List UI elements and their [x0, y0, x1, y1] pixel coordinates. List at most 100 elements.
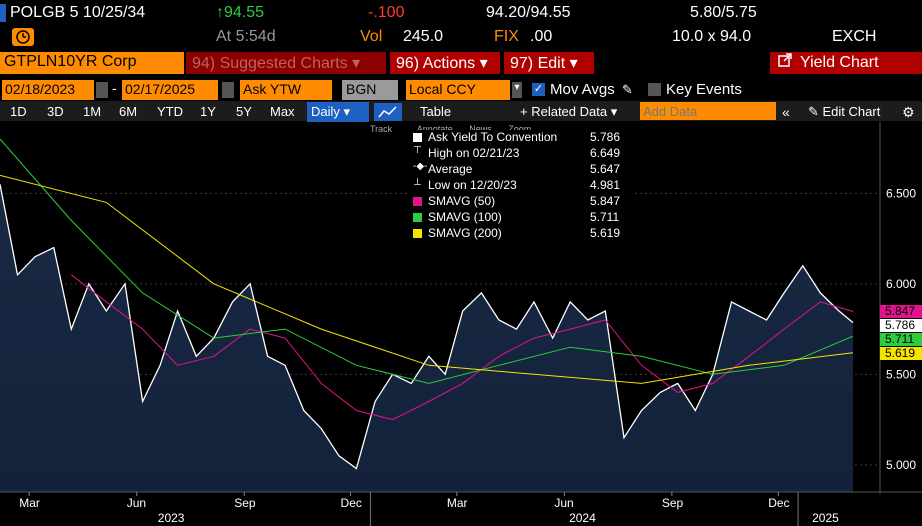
x-tick-label: Mar — [19, 496, 40, 510]
tag-smavg50: 5.847 — [880, 305, 922, 318]
key-events-checkbox[interactable] — [648, 83, 661, 96]
yield-chart-label: Yield Chart — [800, 54, 879, 71]
price-change: -.100 — [368, 4, 405, 21]
legend-swatch — [413, 213, 422, 222]
x-tick-label: Dec — [341, 496, 362, 510]
range-1d[interactable]: 1D — [10, 104, 27, 119]
y-tick-label: 6.000 — [886, 277, 916, 291]
period-dropdown[interactable]: Daily ▾ — [307, 102, 369, 122]
legend-label: Low on 12/20/23 — [428, 178, 517, 192]
annotate-tool[interactable]: Annotate — [416, 124, 453, 134]
fix-label: FIX — [494, 28, 519, 45]
start-date-field[interactable]: 02/18/2023 — [2, 80, 94, 100]
legend-item[interactable]: ⊤ High on 02/21/23 6.649 — [410, 145, 632, 162]
quote-size: 10.0 x 94.0 — [672, 28, 752, 45]
high-marker-icon: ⊤ — [413, 145, 422, 156]
field-selector[interactable]: Ask YTW — [240, 80, 332, 100]
currency-field[interactable]: Local CCY — [406, 80, 510, 100]
range-6m[interactable]: 6M — [119, 104, 138, 119]
range-1m[interactable]: 1M — [83, 104, 102, 119]
fix-value: .00 — [530, 28, 553, 45]
edit-button[interactable]: 97) Edit ▾ — [504, 52, 594, 74]
chart-legend: Ask Yield To Convention 5.786 ⊤ High on 02… — [408, 130, 632, 242]
ticker: POLGB 5 10/25/34 — [10, 4, 146, 21]
legend-label: SMAVG (200) — [428, 226, 502, 240]
legend-item[interactable]: -◆- Average 5.647 — [410, 161, 632, 178]
legend-item[interactable]: SMAVG (200) 5.619 — [410, 226, 632, 242]
legend-value: 5.647 — [590, 162, 621, 176]
legend-label: SMAVG (100) — [428, 210, 502, 224]
range-5y[interactable]: 5Y — [236, 104, 252, 119]
year-label: 2023 — [158, 511, 185, 525]
tag-smavg200: 5.619 — [880, 347, 922, 360]
volume-label: Vol — [360, 28, 383, 45]
last-price: ↑94.55 — [216, 4, 265, 21]
legend-swatch — [413, 229, 422, 238]
legend-value: 5.619 — [590, 226, 621, 240]
calendar-icon[interactable] — [222, 82, 234, 98]
table-button[interactable]: Table — [420, 104, 452, 119]
collapse-icon[interactable]: « — [782, 104, 790, 120]
range-3d[interactable]: 3D — [47, 104, 64, 119]
legend-value: 5.711 — [590, 210, 620, 224]
calendar-icon[interactable] — [96, 82, 108, 98]
legend-value: 6.649 — [590, 146, 621, 160]
news-tool[interactable]: News — [469, 124, 492, 134]
legend-label: High on 02/21/23 — [428, 146, 520, 160]
legend-item[interactable]: ⊥ Low on 12/20/23 4.981 — [410, 177, 632, 194]
bid-ask: 94.20/94.55 — [486, 4, 571, 21]
key-events-label: Key Events — [666, 81, 742, 98]
yield-bid-ask: 5.80/5.75 — [690, 4, 757, 21]
average-marker-icon: -◆- — [413, 161, 428, 172]
range-ytd[interactable]: YTD — [157, 104, 183, 119]
source-field[interactable]: BGN — [342, 80, 398, 100]
mov-avgs-label: Mov Avgs — [550, 81, 615, 98]
tag-last-yield: 5.786 — [880, 319, 922, 332]
legend-item[interactable]: SMAVG (100) 5.711 — [410, 210, 632, 226]
legend-value: 5.786 — [590, 130, 621, 144]
x-tick-label: Sep — [662, 496, 684, 510]
x-axis: Mar Jun Sep Dec Mar Jun Sep Dec 2023 2024 2025 — [0, 491, 922, 526]
legend-swatch — [413, 133, 422, 142]
legend-label: Ask Yield To Convention — [428, 130, 558, 144]
related-data-button[interactable]: + Related Data ▾ — [520, 104, 618, 119]
legend-item[interactable]: SMAVG (50) 5.847 — [410, 194, 632, 210]
x-tick-label: Jun — [127, 496, 146, 510]
y-tick-label: 5.000 — [886, 458, 916, 472]
mov-avgs-checkbox[interactable]: ✓ — [532, 83, 545, 96]
range-1y[interactable]: 1Y — [200, 104, 216, 119]
gear-icon[interactable]: ⚙ — [902, 104, 915, 120]
yield-chart-button[interactable]: Yield Chart — [770, 52, 922, 74]
track-tool[interactable]: Track — [370, 124, 393, 134]
yield-area — [0, 184, 853, 493]
clock-icon[interactable] — [12, 28, 34, 46]
date-separator: - — [112, 80, 117, 96]
pencil-icon: ✎ — [808, 104, 823, 119]
quote-time: At 5:54d — [216, 28, 276, 45]
chevron-down-icon[interactable]: ▾ — [512, 82, 522, 98]
actions-button[interactable]: 96) Actions ▾ — [390, 52, 500, 74]
series-line-smavg-100 — [0, 138, 854, 384]
x-tick-label: Dec — [768, 496, 789, 510]
low-marker-icon: ⊥ — [413, 177, 422, 188]
end-date-field[interactable]: 02/17/2025 — [122, 80, 218, 100]
year-label: 2025 — [812, 511, 839, 525]
legend-item[interactable]: Ask Yield To Convention 5.786 — [410, 130, 632, 146]
edit-chart-button[interactable]: ✎ Edit Chart — [808, 102, 880, 122]
series-line-smavg-200 — [0, 174, 854, 384]
legend-value: 4.981 — [590, 178, 621, 192]
add-data-input[interactable] — [640, 102, 776, 120]
y-tick-label: 5.500 — [886, 367, 916, 381]
legend-label: Average — [428, 162, 473, 176]
line-chart-icon[interactable] — [374, 103, 402, 121]
x-tick-label: Jun — [554, 496, 573, 510]
pencil-icon[interactable]: ✎ — [622, 82, 633, 97]
volume-value: 245.0 — [403, 28, 444, 45]
tag-smavg100: 5.711 — [880, 333, 922, 346]
range-max[interactable]: Max — [270, 104, 295, 119]
legend-value: 5.847 — [590, 194, 621, 208]
suggested-charts-button[interactable]: 94) Suggested Charts ▾ — [186, 52, 386, 74]
chart-tools: Track Annotate News Zoom — [350, 124, 531, 134]
zoom-tool[interactable]: Zoom — [508, 124, 532, 134]
security-field[interactable]: GTPLN10YR Corp — [0, 52, 184, 74]
